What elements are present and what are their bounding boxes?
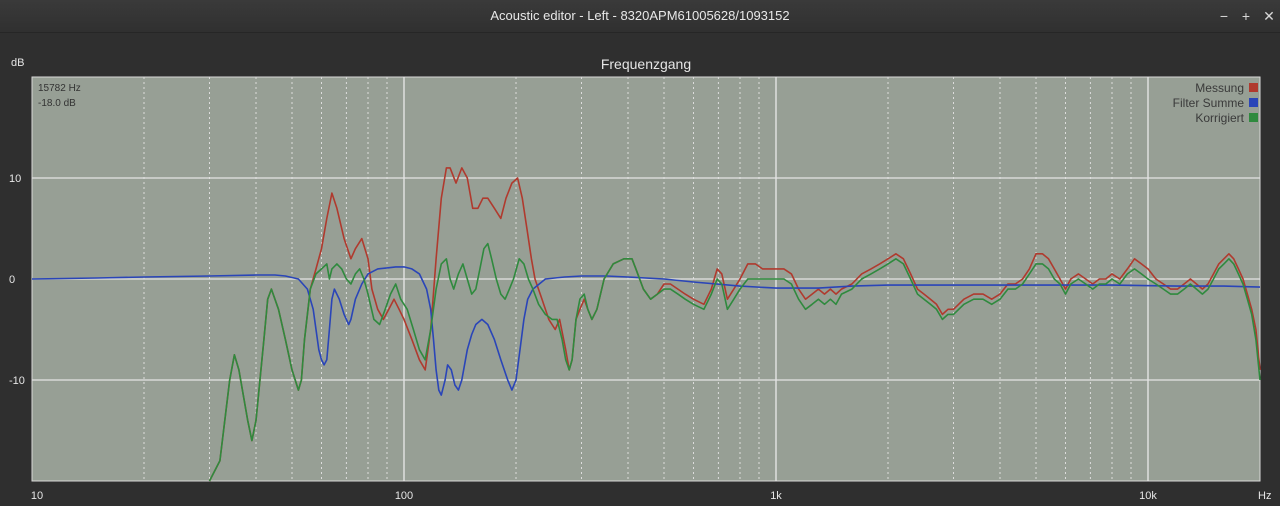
x-tick-labels: 10 100 1k 10k	[31, 490, 1158, 502]
y-tick-label: -10	[9, 375, 25, 387]
y-tick-label: 10	[9, 173, 21, 185]
cursor-frequency: 15782 Hz	[38, 83, 81, 94]
x-tick-label: 10k	[1139, 490, 1157, 502]
cursor-level: -18.0 dB	[38, 98, 76, 109]
x-axis-unit: Hz	[1258, 490, 1271, 502]
close-button[interactable]: ✕	[1263, 8, 1275, 24]
legend-label: Korrigiert	[1195, 111, 1244, 125]
legend-label: Filter Summe	[1173, 96, 1245, 110]
legend-swatch	[1249, 98, 1258, 107]
window-title: Acoustic editor - Left - 8320APM61005628…	[490, 8, 790, 23]
chart-title: Frequenzgang	[601, 56, 691, 72]
legend-swatch	[1249, 83, 1258, 92]
series-lines	[31, 167, 1261, 482]
series-line-korrigiert	[208, 242, 1261, 482]
frequency-response-chart[interactable]: Frequenzgang dB Hz 100-10 10 100 1k 10k 157…	[0, 32, 1280, 506]
maximize-button[interactable]: +	[1241, 8, 1251, 24]
legend-label: Messung	[1195, 81, 1244, 95]
y-tick-label: 0	[9, 274, 15, 286]
legend-swatch	[1249, 113, 1258, 122]
y-axis-unit: dB	[11, 57, 24, 69]
x-tick-label: 100	[395, 490, 413, 502]
y-tick-labels: 10 0 -10	[9, 173, 25, 387]
series-line-messung	[208, 167, 1261, 482]
x-tick-label: 10	[31, 490, 43, 502]
minimize-button[interactable]: −	[1219, 8, 1229, 24]
series-line-filter-summe	[31, 266, 1261, 396]
title-bar: Acoustic editor - Left - 8320APM61005628…	[0, 0, 1280, 33]
x-tick-label: 1k	[770, 490, 782, 502]
